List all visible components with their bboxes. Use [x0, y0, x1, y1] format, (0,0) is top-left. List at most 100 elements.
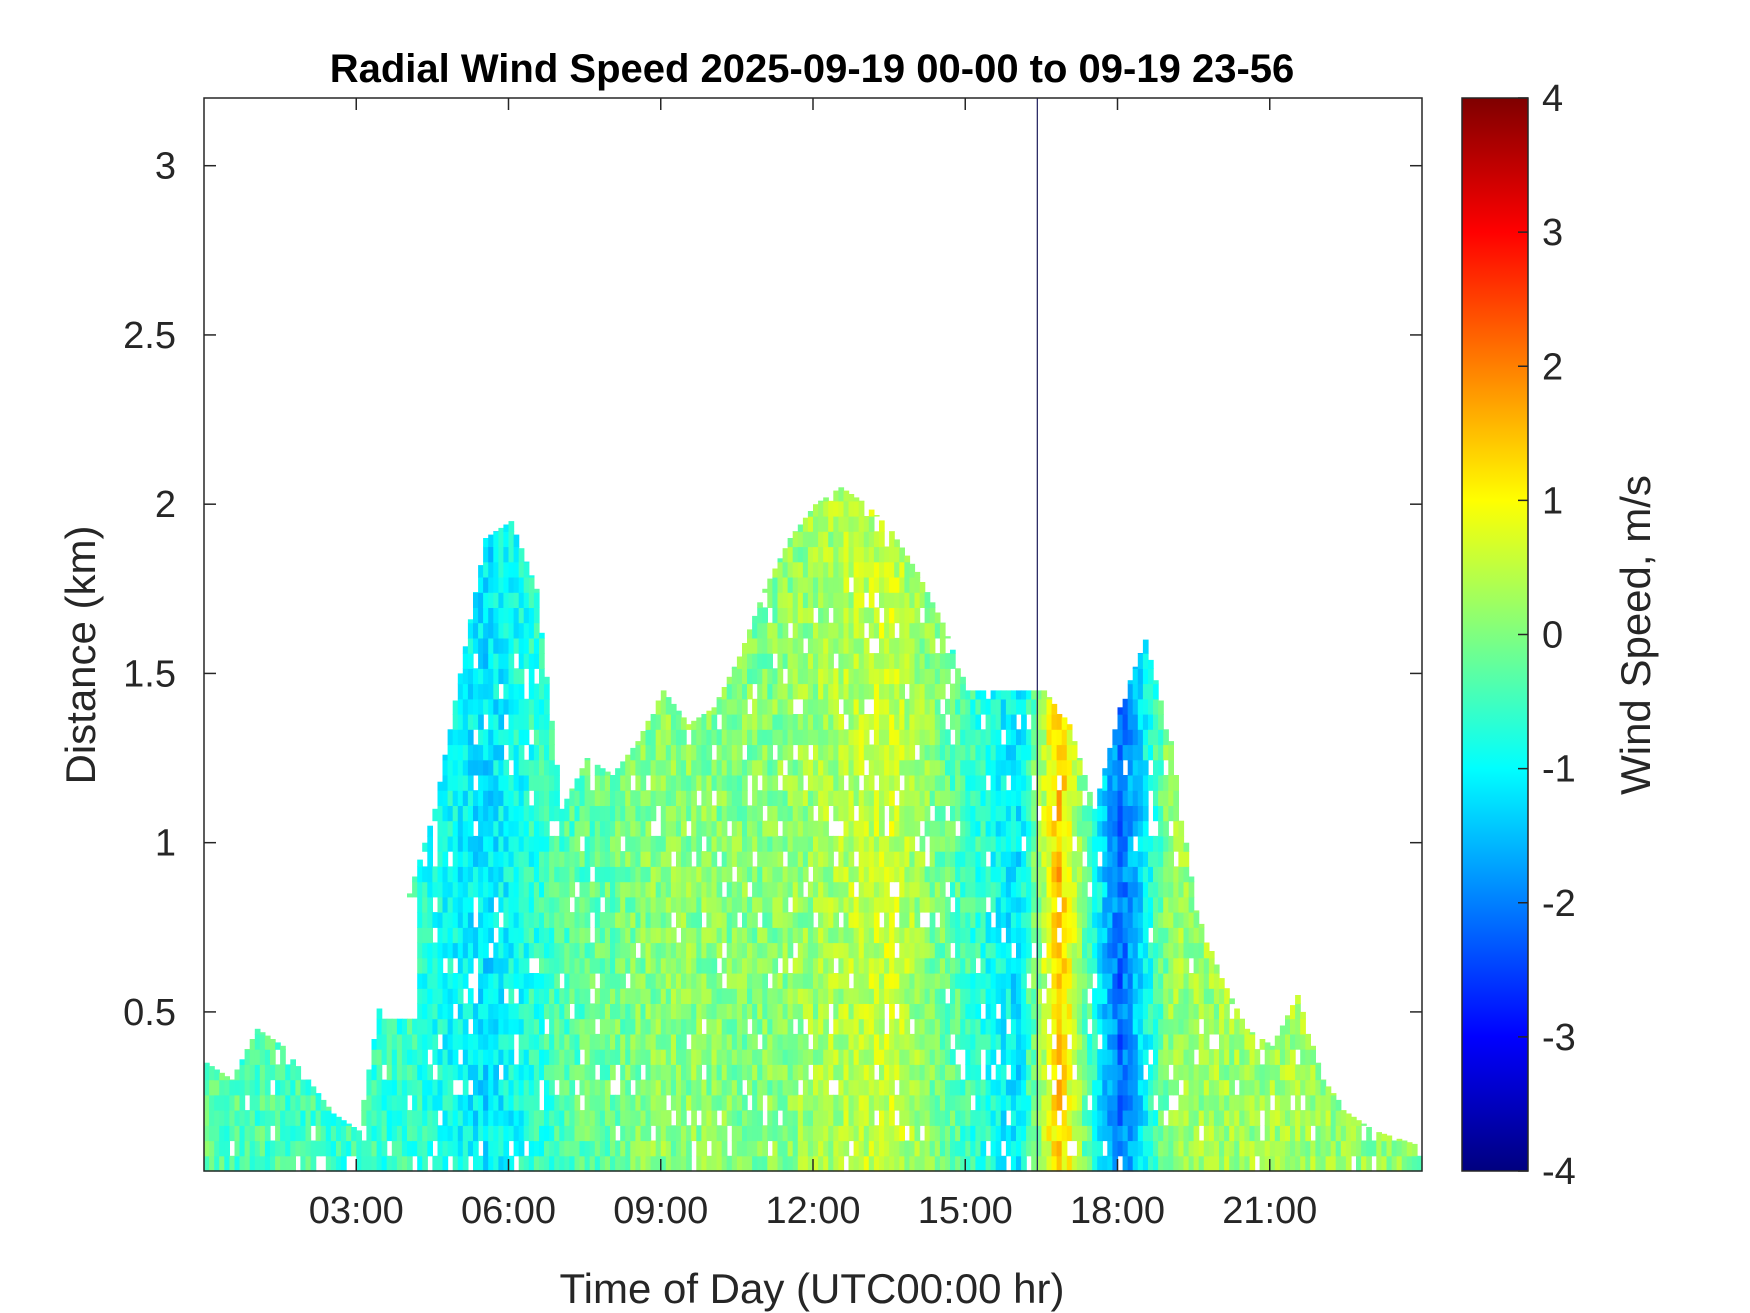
heatmap-cell	[843, 1125, 850, 1142]
heatmap-cell	[879, 866, 885, 883]
heatmap-cell	[681, 1018, 687, 1035]
heatmap-cell	[939, 744, 946, 761]
heatmap-cell	[478, 1033, 484, 1050]
heatmap-cell	[955, 775, 961, 791]
heatmap-cell	[909, 698, 916, 715]
heatmap-cell	[503, 1155, 510, 1172]
heatmap-cell	[422, 866, 428, 883]
heatmap-cell	[528, 988, 535, 1004]
heatmap-cell	[1158, 942, 1164, 959]
heatmap-cell	[731, 714, 738, 730]
heatmap-cell	[1122, 1125, 1129, 1142]
heatmap-cell	[660, 1018, 667, 1035]
heatmap-cell	[544, 1064, 550, 1081]
heatmap-cell	[533, 622, 540, 639]
heatmap-cell	[747, 835, 753, 852]
heatmap-cell	[995, 957, 1002, 974]
heatmap-cell	[767, 729, 773, 746]
heatmap-cell	[1010, 1079, 1017, 1096]
heatmap-cell	[980, 1079, 987, 1096]
heatmap-cell	[838, 622, 845, 639]
heatmap-cell	[1031, 1018, 1037, 1035]
heatmap-cell	[914, 1064, 921, 1081]
heatmap-cell	[747, 1033, 753, 1050]
heatmap-cell	[934, 714, 941, 730]
heatmap-cell	[447, 1064, 454, 1081]
heatmap-cell	[503, 683, 510, 700]
heatmap-cell	[843, 744, 850, 761]
heatmap-cell	[467, 698, 474, 715]
heatmap-cell	[995, 896, 1002, 913]
heatmap-cell	[204, 1110, 210, 1126]
heatmap-cell	[660, 1110, 667, 1126]
heatmap-cell	[467, 1110, 474, 1126]
heatmap-cell	[726, 988, 733, 1004]
heatmap-cell	[579, 851, 586, 867]
heatmap-cell	[939, 759, 946, 776]
heatmap-cell	[868, 1003, 875, 1020]
heatmap-cell	[665, 957, 672, 974]
heatmap-cell	[594, 927, 601, 944]
heatmap-cell	[985, 973, 992, 989]
heatmap-cell	[813, 1155, 819, 1172]
heatmap-cell	[452, 744, 459, 761]
heatmap-cell	[467, 1094, 474, 1111]
heatmap-cell	[422, 1018, 428, 1035]
heatmap-cell	[635, 1140, 642, 1157]
heatmap-cell	[934, 1155, 941, 1172]
heatmap-cell	[823, 1033, 829, 1050]
heatmap-cell	[447, 1125, 454, 1142]
heatmap-cell	[229, 1110, 236, 1126]
heatmap-cell	[533, 1049, 540, 1065]
heatmap-cell	[868, 531, 875, 548]
heatmap-cell	[1092, 1079, 1098, 1096]
heatmap-cell	[569, 973, 576, 989]
heatmap-cell	[939, 1033, 946, 1050]
heatmap-cell	[620, 1094, 626, 1111]
heatmap-cell	[599, 790, 606, 806]
heatmap-cell	[833, 490, 839, 502]
heatmap-cell	[559, 866, 565, 883]
heatmap-cell	[1016, 790, 1022, 806]
heatmap-cell	[544, 927, 550, 944]
heatmap-cell	[371, 1110, 378, 1126]
heatmap-cell	[498, 866, 505, 883]
heatmap-cell	[873, 820, 880, 837]
heatmap-cell	[249, 1049, 256, 1065]
heatmap-cell	[498, 744, 505, 761]
heatmap-cell	[447, 912, 454, 928]
heatmap-cell	[950, 927, 956, 944]
heatmap-cell	[731, 1064, 738, 1081]
heatmap-cell	[894, 546, 900, 563]
heatmap-cell	[807, 511, 814, 517]
heatmap-cell	[1142, 790, 1149, 806]
heatmap-cell	[1122, 866, 1129, 883]
heatmap-cell	[934, 612, 941, 624]
heatmap-cell	[630, 759, 636, 776]
heatmap-cell	[1148, 896, 1154, 913]
heatmap-cell	[630, 1155, 636, 1172]
heatmap-cell	[620, 988, 626, 1004]
heatmap-cell	[1097, 788, 1103, 791]
heatmap-cell	[533, 637, 540, 654]
heatmap-cell	[1071, 988, 1078, 1004]
heatmap-cell	[818, 790, 824, 806]
heatmap-cell	[584, 988, 591, 1004]
heatmap-cell	[929, 729, 936, 746]
heatmap-cell	[691, 805, 697, 822]
heatmap-cell	[975, 973, 982, 989]
heatmap-cell	[747, 668, 753, 685]
heatmap-cell	[681, 835, 687, 852]
heatmap-cell	[1010, 1064, 1017, 1081]
heatmap-cell	[762, 1049, 768, 1065]
heatmap-cell	[635, 973, 642, 989]
heatmap-cell	[1061, 942, 1068, 959]
heatmap-cell	[889, 561, 895, 578]
heatmap-cell	[564, 820, 570, 837]
heatmap-cell	[985, 1155, 992, 1172]
heatmap-cell	[823, 531, 829, 548]
heatmap-cell	[711, 851, 718, 867]
heatmap-cell	[442, 820, 449, 837]
heatmap-cell	[914, 988, 921, 1004]
heatmap-cell	[899, 729, 905, 746]
